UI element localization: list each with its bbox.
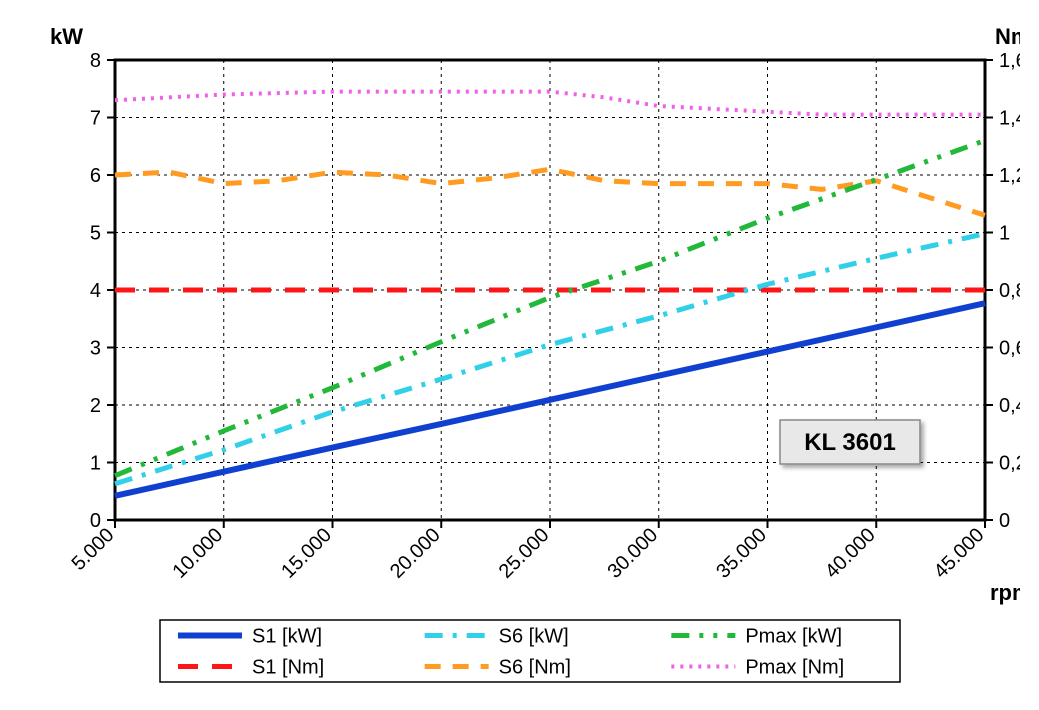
x-tick: 25.000 (495, 524, 554, 583)
x-tick: 10.000 (168, 524, 227, 583)
x-title: rpm (990, 580, 1020, 605)
y-left-tick: 8 (90, 50, 101, 72)
y-left-tick: 7 (90, 108, 101, 130)
y-right-tick: 1,2 (999, 165, 1020, 187)
x-tick: 30.000 (603, 524, 662, 583)
legend-label: Pmax [Nm] (745, 657, 844, 679)
y-left-tick: 2 (90, 395, 101, 417)
x-tick: 45.000 (930, 524, 989, 583)
motor-chart: 01234567800,20,40,60,811,21,41,65.00010.… (20, 20, 1020, 690)
y-right-tick: 1,6 (999, 50, 1020, 72)
y-right-tick: 1,4 (999, 108, 1020, 130)
y-right-tick: 1 (999, 223, 1010, 245)
y-right-tick: 0,8 (999, 280, 1020, 302)
y-right-tick: 0 (999, 510, 1010, 532)
chart-svg: 01234567800,20,40,60,811,21,41,65.00010.… (20, 20, 1020, 690)
x-tick: 40.000 (821, 524, 880, 583)
legend-label: S6 [kW] (499, 626, 569, 648)
x-tick: 20.000 (386, 524, 445, 583)
x-tick: 15.000 (277, 524, 336, 583)
legend-label: S1 [kW] (252, 626, 322, 648)
y-right-tick: 0,4 (999, 395, 1020, 417)
y-left-tick: 1 (90, 453, 101, 475)
legend-label: S6 [Nm] (499, 657, 571, 679)
y-left-tick: 3 (90, 338, 101, 360)
legend-label: S1 [Nm] (252, 657, 324, 679)
y-left-tick: 6 (90, 165, 101, 187)
y-left-tick: 4 (90, 280, 101, 302)
model-badge-text: KL 3601 (804, 429, 896, 456)
x-tick: 35.000 (712, 524, 771, 583)
y-left-title: kW (50, 24, 83, 49)
y-left-tick: 5 (90, 223, 101, 245)
y-right-title: Nm (995, 24, 1020, 49)
legend-label: Pmax [kW] (745, 626, 842, 648)
y-right-tick: 0,6 (999, 338, 1020, 360)
y-right-tick: 0,2 (999, 453, 1020, 475)
